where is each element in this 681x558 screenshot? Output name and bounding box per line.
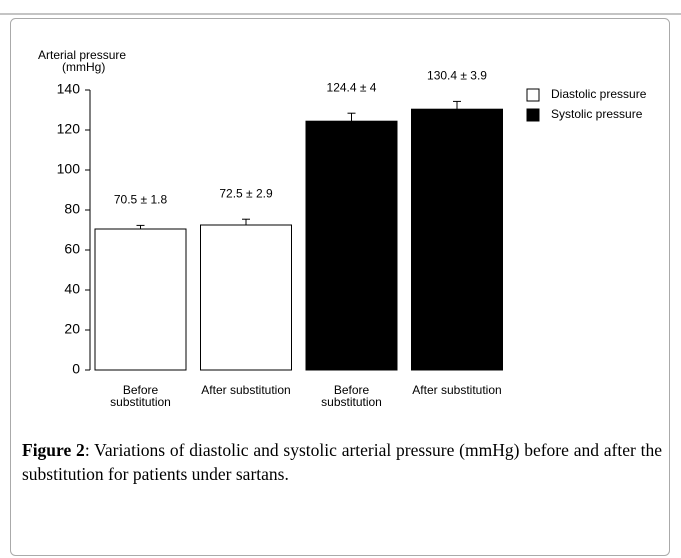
legend-label: Systolic pressure bbox=[551, 107, 643, 121]
x-tick-label: After substitution bbox=[412, 383, 502, 397]
value-label: 72.5 ± 2.9 bbox=[219, 186, 273, 200]
x-tick-label: Before substitution bbox=[321, 383, 382, 409]
x-tick-label: Before substitution bbox=[110, 383, 171, 409]
value-label: 130.4 ± 3.9 bbox=[427, 69, 487, 83]
bar bbox=[94, 228, 187, 371]
y-tick-label: 120 bbox=[57, 121, 81, 137]
y-tick-label: 0 bbox=[72, 361, 80, 377]
y-tick-label: 100 bbox=[57, 161, 81, 177]
caption: Figure 2: Variations of diastolic and sy… bbox=[22, 438, 662, 486]
figure-frame bbox=[10, 18, 670, 556]
y-tick-label: 80 bbox=[64, 201, 80, 217]
y-tick-label: 20 bbox=[64, 321, 80, 337]
y-axis-label: Arterial pressure bbox=[38, 48, 126, 62]
y-axis-label: (mmHg) bbox=[62, 60, 105, 74]
value-label: 124.4 ± 4 bbox=[327, 80, 377, 94]
caption-text: : Variations of diastolic and systolic a… bbox=[22, 440, 662, 484]
y-tick-label: 40 bbox=[64, 281, 80, 297]
bar bbox=[411, 108, 503, 371]
bar bbox=[200, 224, 292, 371]
caption-label: Figure 2 bbox=[22, 440, 85, 460]
x-tick-label: After substitution bbox=[201, 383, 291, 397]
bar bbox=[305, 120, 398, 371]
value-label: 70.5 ± 1.8 bbox=[114, 193, 168, 207]
y-tick-label: 60 bbox=[64, 241, 80, 257]
y-tick-label: 140 bbox=[57, 81, 81, 97]
legend-swatch bbox=[526, 108, 540, 122]
legend-swatch bbox=[526, 88, 540, 102]
legend-label: Diastolic pressure bbox=[551, 87, 647, 101]
